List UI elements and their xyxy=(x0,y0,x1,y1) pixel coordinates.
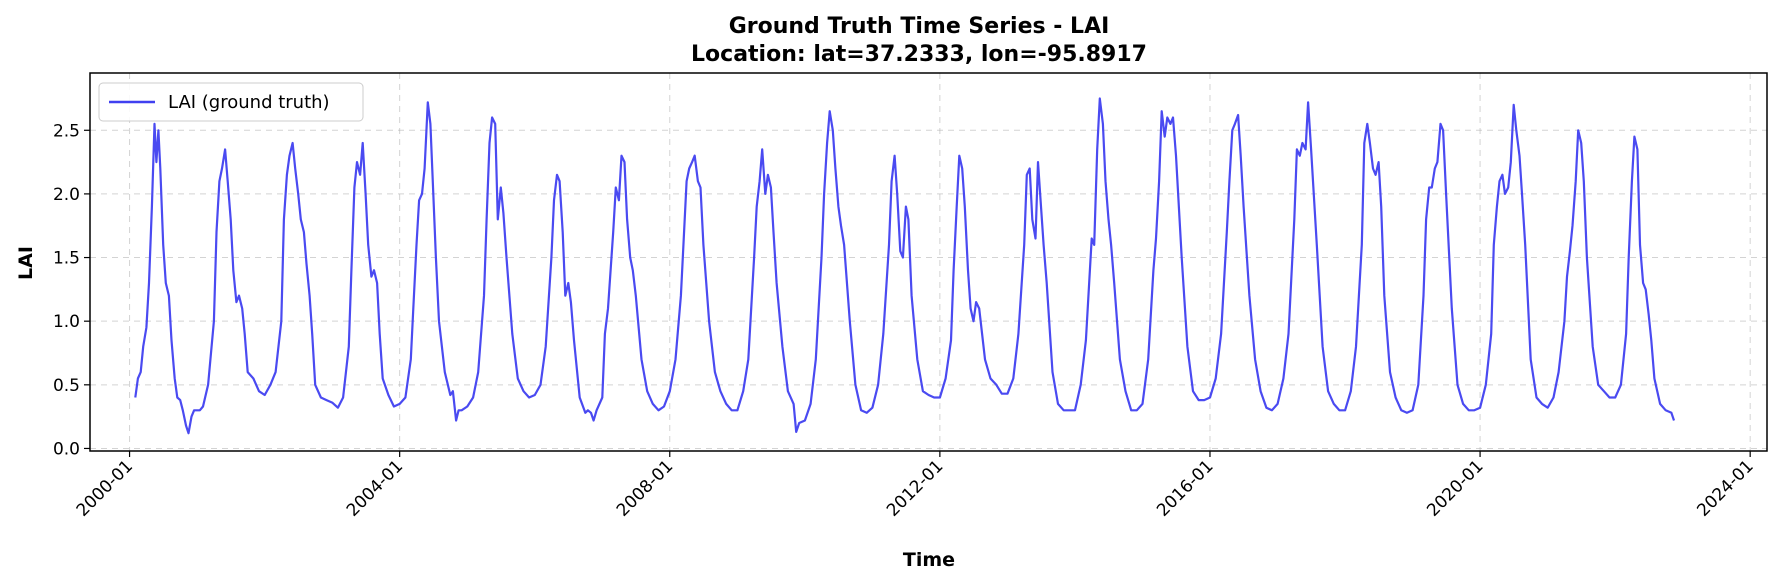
x-tick-label: 2008-01 xyxy=(613,456,677,520)
series-line-0 xyxy=(134,97,1676,435)
x-tick-label: 2004-01 xyxy=(343,456,407,520)
y-tick-label: 0.5 xyxy=(53,376,80,396)
legend-box xyxy=(98,82,364,122)
chart-title: Ground Truth Time Series - LAI xyxy=(729,14,1110,39)
x-tick-label: 2012-01 xyxy=(883,456,947,520)
y-axis-ticks: 0.0 0.5 1.0 1.5 2.0 2.5 xyxy=(53,121,90,459)
series-lines xyxy=(134,97,1676,435)
x-tick-label: 2020-01 xyxy=(1423,456,1487,520)
y-tick-label: 2.0 xyxy=(53,185,80,205)
x-tick-label: 2000-01 xyxy=(73,456,137,520)
y-tick-label: 1.5 xyxy=(53,249,80,269)
chart-subtitle: Location: lat=37.2333, lon=-95.8917 xyxy=(691,42,1147,67)
y-tick-label: 1.0 xyxy=(53,312,80,332)
y-tick-label: 0.0 xyxy=(53,439,80,459)
legend: LAI (ground truth) xyxy=(98,82,364,122)
x-tick-label: 2024-01 xyxy=(1693,456,1757,520)
x-tick-label: 2016-01 xyxy=(1153,456,1217,520)
y-tick-label: 2.5 xyxy=(53,121,80,141)
plot-area-frame xyxy=(89,72,1768,452)
x-axis-ticks: 2000-01 2004-01 2008-01 2012-01 2016-01 2020-… xyxy=(73,451,1758,521)
x-axis-label: Time xyxy=(903,549,955,571)
y-axis-label: LAI xyxy=(15,246,37,280)
legend-entry-lai: LAI (ground truth) xyxy=(168,92,330,113)
